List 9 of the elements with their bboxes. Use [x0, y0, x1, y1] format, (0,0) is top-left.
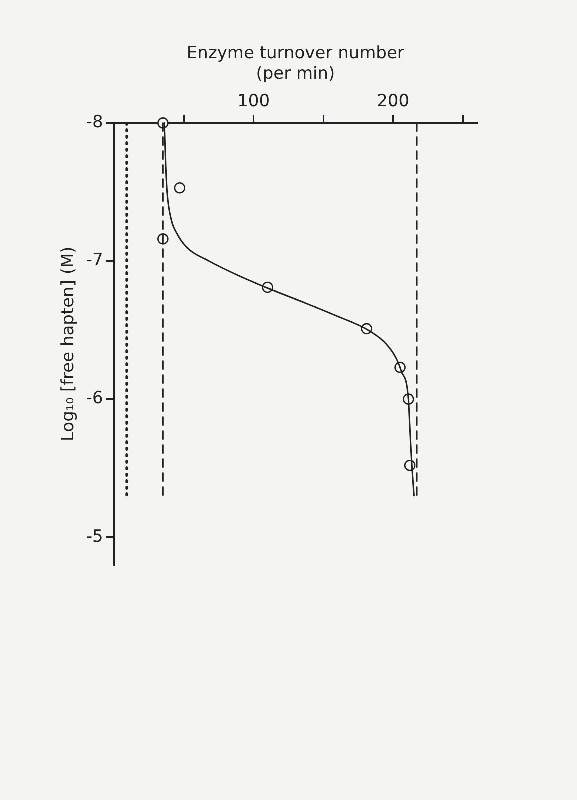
y-tick-label: -8: [86, 112, 104, 133]
y-tick-label: -5: [86, 526, 104, 547]
y-axis-title: Log₁₀ [free hapten] (M): [58, 246, 79, 442]
x-tick-label: 200: [377, 91, 410, 112]
y-tick-label: -7: [86, 250, 104, 271]
y-tick-label: -6: [86, 388, 104, 409]
point: [174, 182, 186, 194]
x-axis-title: Enzyme turnover number (per min): [186, 44, 404, 84]
x-tick-label: 100: [238, 91, 270, 112]
